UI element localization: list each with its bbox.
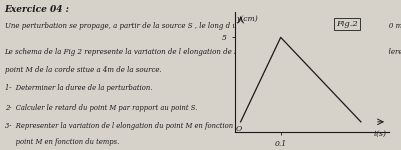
- Text: Une perturbation se propage, a partir de la source S , le long d une corde elast: Une perturbation se propage, a partir de…: [4, 22, 401, 30]
- Text: point M de la corde situe a 4m de la source.: point M de la corde situe a 4m de la sou…: [4, 66, 161, 74]
- Text: 2-  Calculer le retard du point M par rapport au point S.: 2- Calculer le retard du point M par rap…: [4, 103, 197, 111]
- Text: Fig.2: Fig.2: [336, 20, 358, 28]
- Text: Le schema de la Fig 2 represente la variation de l elongation de S la source en : Le schema de la Fig 2 represente la vari…: [4, 48, 401, 56]
- Text: 3-  Representer la variation de l elongation du point M en fonction du: 3- Representer la variation de l elongat…: [4, 122, 243, 129]
- Text: Exercice 04 :: Exercice 04 :: [4, 4, 69, 14]
- Text: 1-  Determiner la duree de la perturbation.: 1- Determiner la duree de la perturbatio…: [4, 84, 152, 92]
- Text: y(cm): y(cm): [237, 15, 258, 23]
- Text: t(s): t(s): [374, 130, 387, 138]
- Text: O: O: [235, 125, 242, 133]
- Text: point M en fonction du temps.: point M en fonction du temps.: [4, 138, 119, 146]
